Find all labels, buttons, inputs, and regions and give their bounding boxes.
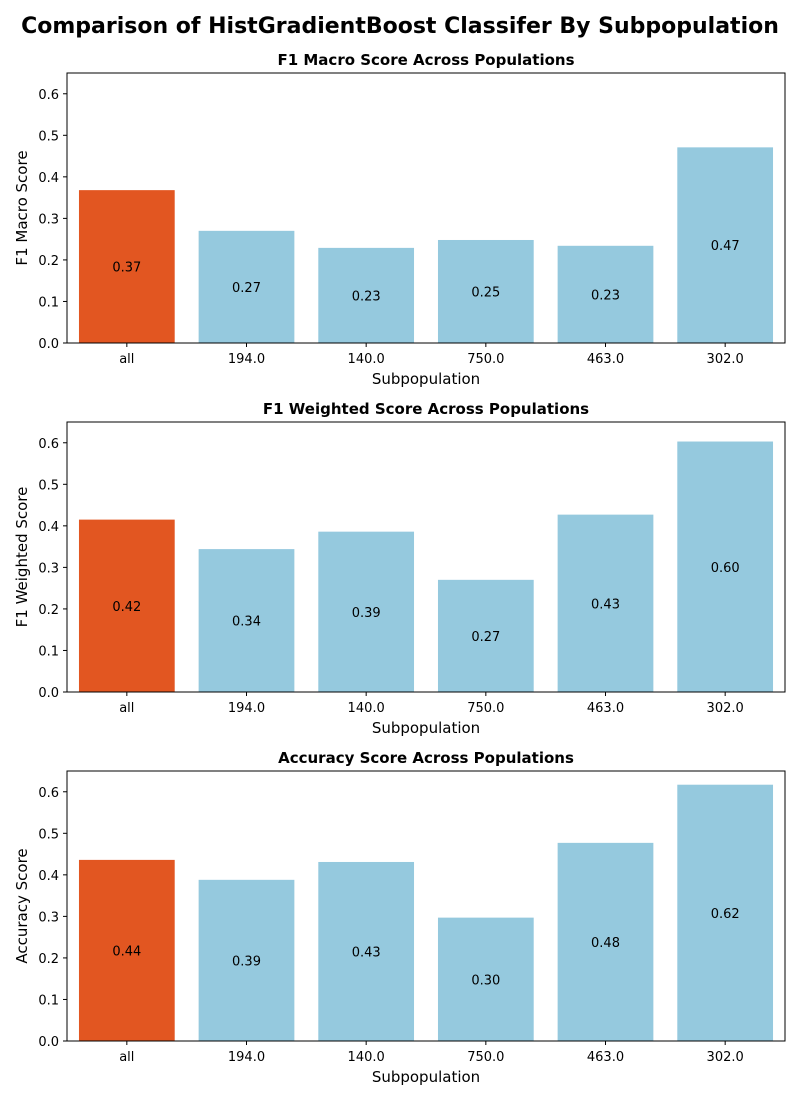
chart-title: Accuracy Score Across Populations [278, 749, 574, 767]
bar-value-label: 0.43 [591, 597, 620, 612]
bar-value-label: 0.23 [352, 289, 381, 304]
figure-suptitle: Comparison of HistGradientBoost Classife… [21, 14, 779, 39]
bar [677, 784, 774, 1041]
y-tick-label: 0.4 [38, 171, 59, 186]
y-tick-label: 0.4 [38, 869, 59, 884]
bar-value-label: 0.23 [591, 288, 620, 303]
x-tick-label: 194.0 [228, 352, 265, 367]
bar-value-label: 0.30 [471, 973, 500, 988]
x-tick-label: all [119, 701, 134, 716]
x-axis-label: Subpopulation [372, 719, 480, 737]
bar [198, 879, 295, 1041]
bar-value-label: 0.39 [352, 606, 381, 621]
axes-frame [66, 72, 786, 344]
y-tick-label: 0.6 [38, 437, 59, 452]
y-tick-label: 0.1 [38, 993, 59, 1008]
y-tick-label: 0.4 [38, 520, 59, 535]
y-tick-label: 0.2 [38, 603, 59, 618]
x-tick-label: 140.0 [348, 1050, 385, 1065]
bar [78, 519, 175, 692]
bar-value-label: 0.62 [711, 907, 740, 922]
y-tick-label: 0.6 [38, 786, 59, 801]
x-axis-label: Subpopulation [372, 370, 480, 388]
bar [677, 147, 774, 343]
x-tick-label: 140.0 [348, 352, 385, 367]
x-tick-label: 750.0 [467, 701, 504, 716]
x-tick-label: all [119, 352, 134, 367]
y-axis-label: Accuracy Score [13, 848, 31, 963]
bar-value-label: 0.39 [232, 954, 261, 969]
y-tick-label: 0.1 [38, 295, 59, 310]
y-axis-label: F1 Weighted Score [13, 487, 31, 628]
bar [318, 531, 415, 692]
x-tick-label: 463.0 [587, 701, 624, 716]
y-tick-label: 0.3 [38, 561, 59, 576]
bar [437, 579, 534, 692]
y-tick-label: 0.6 [38, 88, 59, 103]
chart-title: F1 Macro Score Across Populations [277, 51, 574, 69]
bar [437, 917, 534, 1041]
bar [318, 861, 415, 1041]
y-tick-label: 0.2 [38, 254, 59, 269]
x-tick-label: 302.0 [707, 701, 744, 716]
y-tick-label: 0.0 [38, 337, 59, 352]
bar [78, 859, 175, 1041]
bar-value-label: 0.37 [112, 261, 141, 276]
x-tick-label: 463.0 [587, 1050, 624, 1065]
bar [318, 247, 415, 343]
x-tick-label: 463.0 [587, 352, 624, 367]
bar-value-label: 0.44 [112, 944, 141, 959]
bar-value-label: 0.60 [711, 561, 740, 576]
bar [557, 842, 654, 1041]
x-tick-label: all [119, 1050, 134, 1065]
bar-value-label: 0.27 [471, 630, 500, 645]
bar [198, 549, 295, 692]
bar [78, 190, 175, 343]
y-tick-label: 0.5 [38, 129, 59, 144]
y-tick-label: 0.3 [38, 212, 59, 227]
axes-frame [66, 421, 786, 693]
bar [557, 514, 654, 692]
x-tick-label: 302.0 [707, 352, 744, 367]
bar [198, 230, 295, 343]
y-axis-label: F1 Macro Score [13, 150, 31, 265]
y-tick-label: 0.0 [38, 686, 59, 701]
bar-value-label: 0.42 [112, 600, 141, 615]
bar-value-label: 0.34 [232, 615, 261, 630]
y-tick-label: 0.5 [38, 478, 59, 493]
x-tick-label: 194.0 [228, 701, 265, 716]
x-tick-label: 302.0 [707, 1050, 744, 1065]
y-tick-label: 0.0 [38, 1035, 59, 1050]
bar [557, 245, 654, 343]
bar-value-label: 0.25 [471, 285, 500, 300]
y-tick-label: 0.2 [38, 952, 59, 967]
axes-frame [66, 770, 786, 1042]
x-tick-label: 750.0 [467, 352, 504, 367]
y-tick-label: 0.5 [38, 827, 59, 842]
bar-value-label: 0.47 [711, 239, 740, 254]
x-tick-label: 140.0 [348, 701, 385, 716]
x-axis-label: Subpopulation [372, 1068, 480, 1086]
y-tick-label: 0.3 [38, 910, 59, 925]
x-tick-label: 750.0 [467, 1050, 504, 1065]
bar [437, 239, 534, 343]
x-tick-label: 194.0 [228, 1050, 265, 1065]
bar-value-label: 0.48 [591, 936, 620, 951]
chart-title: F1 Weighted Score Across Populations [263, 400, 589, 418]
bar-value-label: 0.27 [232, 281, 261, 296]
bar-value-label: 0.43 [352, 945, 381, 960]
bar [677, 441, 774, 692]
y-tick-label: 0.1 [38, 644, 59, 659]
